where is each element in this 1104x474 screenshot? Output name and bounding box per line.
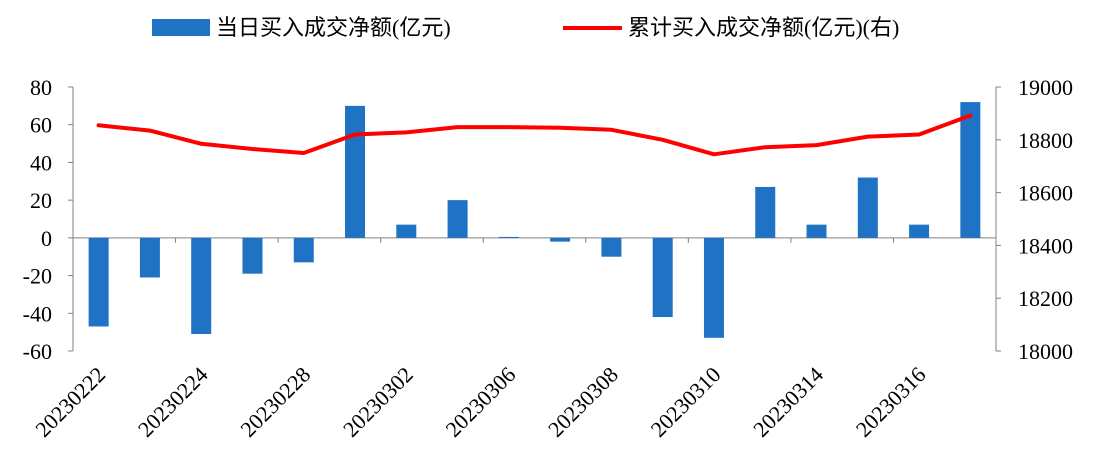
bar [293,237,314,263]
y-left-tick-label: 60 [30,113,52,138]
bar [139,237,160,278]
y-left-tick-label: 0 [41,226,52,251]
bar [550,237,571,242]
bar [396,224,417,238]
y-right-tick-label: 18800 [1018,128,1073,153]
x-tick-label: 20230314 [748,362,828,442]
line-series [96,113,973,157]
y-left-tick-label: 20 [30,188,52,213]
bar [345,105,366,238]
y-left-tick-label: -40 [23,301,52,326]
bar [909,224,930,238]
y-right-tick-label: 18200 [1018,286,1073,311]
bar [960,102,981,238]
legend-bar-label: 当日买入成交净额(亿元) [216,15,451,40]
y-right-tick-label: 18600 [1018,181,1073,206]
x-tick-label: 20230302 [338,362,418,442]
bar [601,237,622,257]
legend-line-label: 累计买入成交净额(亿元)(右) [628,15,899,40]
legend-bar-swatch [152,19,210,36]
y-left-tick-label: -60 [23,339,52,364]
y-right-tick-label: 18400 [1018,233,1073,258]
bar [652,237,673,318]
legend: 当日买入成交净额(亿元) 累计买入成交净额(亿元)(右) [152,15,899,40]
x-tick-label: 20230308 [543,362,623,442]
bar [703,237,724,338]
y-right-tick-label: 18000 [1018,339,1073,364]
x-tick-label: 20230316 [851,362,931,442]
bar [191,237,212,335]
tick-labels: -60 -40 -20 0 20 40 60 80 18000 18200 18400 18600 18… [23,75,1073,442]
bar [447,200,468,238]
bars [88,102,981,338]
y-left-tick-label: 40 [30,150,52,175]
x-tick-label: 20230222 [30,362,110,442]
y-right-tick-label: 19000 [1018,75,1073,100]
bar [806,224,827,238]
x-tick-label: 20230310 [646,362,726,442]
bar [498,236,519,238]
y-left-tick-label: -20 [23,264,52,289]
bar [88,237,109,327]
cumulative-line [96,113,973,157]
bar [857,177,878,238]
axes [68,86,1001,352]
x-tick-label: 20230224 [133,362,213,442]
bar [242,237,263,274]
x-tick-label: 20230228 [235,362,315,442]
x-tick-label: 20230306 [440,362,520,442]
y-left-tick-label: 80 [30,75,52,100]
bar [755,186,776,238]
